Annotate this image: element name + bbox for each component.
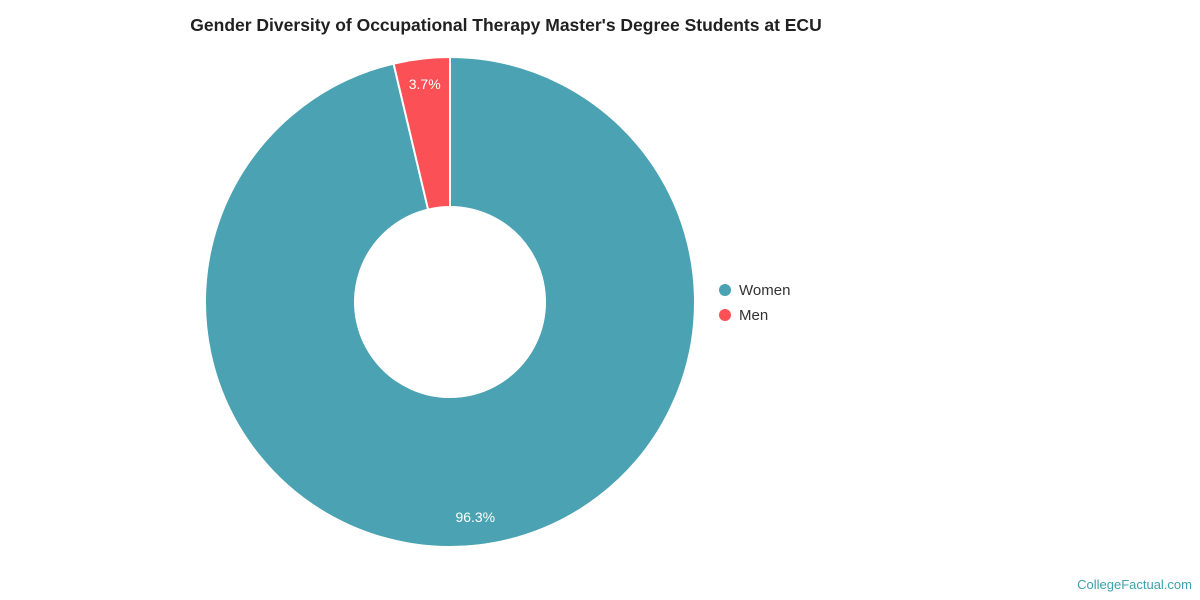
watermark-link[interactable]: CollegeFactual.com: [1077, 577, 1192, 592]
slice-men[interactable]: [392, 56, 451, 211]
legend-item-women[interactable]: Women: [719, 279, 790, 301]
legend-marker-women: [719, 284, 731, 296]
legend-label-women: Women: [739, 281, 791, 299]
slice-women[interactable]: [204, 56, 696, 548]
legend-marker-men: [719, 309, 731, 321]
legend-label-men: Men: [739, 306, 769, 324]
chart-title: Gender Diversity of Occupational Therapy…: [190, 15, 822, 35]
slice-label-women: 96.3%: [455, 509, 495, 525]
slice-label-men: 3.7%: [409, 76, 441, 92]
legend-item-men[interactable]: Men: [719, 304, 790, 326]
legend: Women Men: [719, 279, 790, 326]
